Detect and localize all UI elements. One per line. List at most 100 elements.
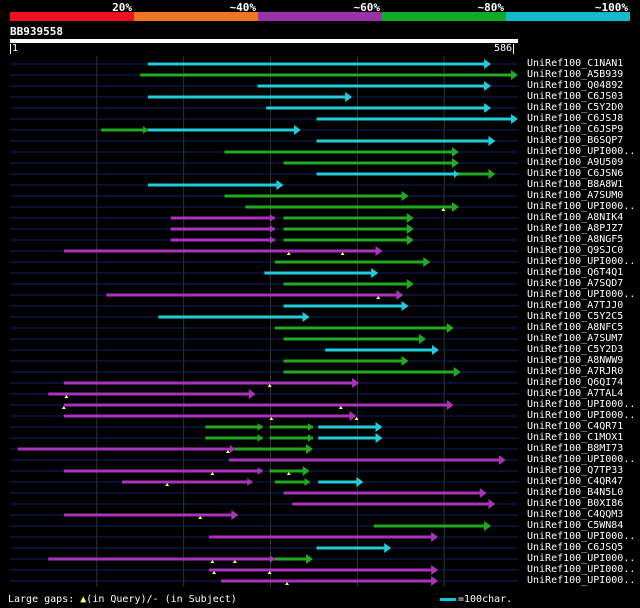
hit-label[interactable]: UniRef100_UPI000.. xyxy=(527,531,636,542)
hit-label[interactable]: UniRef100_A7SUM0 xyxy=(527,190,624,201)
hit-arrowhead-icon xyxy=(375,433,383,443)
hit-label[interactable]: UniRef100_B4N5L0 xyxy=(527,487,624,498)
hit-arrowhead-icon xyxy=(418,334,426,344)
hit-arrowhead-icon xyxy=(352,378,360,388)
hit-segment xyxy=(283,359,403,363)
hit-arrowhead-icon xyxy=(302,466,310,476)
hit-segment xyxy=(63,403,448,407)
hit-segment xyxy=(48,557,275,561)
hit-label[interactable]: UniRef100_C6JSP9 xyxy=(527,124,624,135)
hit-segment xyxy=(228,458,500,462)
hit-label[interactable]: UniRef100_UPI000.. xyxy=(527,256,636,267)
hit-arrowhead-icon xyxy=(484,59,492,69)
hit-label[interactable]: UniRef100_A7RJR0 xyxy=(527,366,624,377)
hit-label[interactable]: UniRef100_UPI000.. xyxy=(527,575,636,586)
hit-segment xyxy=(269,469,304,473)
hit-arrowhead-icon xyxy=(257,434,263,442)
legend-percent-label: ~80% xyxy=(477,1,505,14)
hit-label[interactable]: UniRef100_Q9SJC0 xyxy=(527,245,624,256)
gap-marker-icon xyxy=(286,472,291,475)
hit-label[interactable]: UniRef100_C4QQM3 xyxy=(527,509,624,520)
hit-segment xyxy=(148,95,347,99)
hit-segment xyxy=(205,436,263,440)
legend-segment xyxy=(10,12,134,21)
hit-label[interactable]: UniRef100_A5B939 xyxy=(527,69,624,80)
hit-label[interactable]: UniRef100_A7SUM7 xyxy=(527,333,624,344)
gap-marker-icon xyxy=(269,417,274,420)
hit-label[interactable]: UniRef100_Q7TP33 xyxy=(527,465,624,476)
hit-label[interactable]: UniRef100_A8NGF5 xyxy=(527,234,624,245)
hit-label[interactable]: UniRef100_C4QR71 xyxy=(527,421,624,432)
hit-label[interactable]: UniRef100_UPI000.. xyxy=(527,454,636,465)
hit-label[interactable]: UniRef100_Q6QI74 xyxy=(527,377,624,388)
query-start-label: 1 xyxy=(10,43,19,54)
hit-label[interactable]: UniRef100_A7TJJ0 xyxy=(527,300,624,311)
hit-label[interactable]: UniRef100_A8PJZ7 xyxy=(527,223,624,234)
hit-label[interactable]: UniRef100_UPI000.. xyxy=(527,201,636,212)
hit-arrowhead-icon xyxy=(479,488,487,498)
hit-label[interactable]: UniRef100_Q04892 xyxy=(527,80,624,91)
hit-label[interactable]: UniRef100_UPI000.. xyxy=(527,553,636,564)
gap-query-triangle-icon: ▲ xyxy=(80,594,87,605)
hit-label[interactable]: UniRef100_UPI000.. xyxy=(527,146,636,157)
hit-label[interactable]: UniRef100_C6JSN6 xyxy=(527,168,624,179)
hit-label[interactable]: UniRef100_UPI000.. xyxy=(527,399,636,410)
hit-label[interactable]: UniRef100_UPI000.. xyxy=(527,410,636,421)
hit-arrowhead-icon xyxy=(401,191,409,201)
legend-percent-label: ~40% xyxy=(229,1,257,14)
hit-segment xyxy=(283,370,455,374)
hit-label[interactable]: UniRef100_A7SQD7 xyxy=(527,278,624,289)
hit-label[interactable]: UniRef100_B6SQP7 xyxy=(527,135,624,146)
hit-segment xyxy=(224,194,403,198)
hit-label[interactable]: UniRef100_B0XI86 xyxy=(527,498,624,509)
hit-arrowhead-icon xyxy=(451,202,459,212)
hit-label[interactable]: UniRef100_UPI000.. xyxy=(527,564,636,575)
hit-label[interactable]: UniRef100_A8NFC5 xyxy=(527,322,624,333)
hit-arrowhead-icon xyxy=(431,345,439,355)
hit-segment xyxy=(148,128,295,132)
gap-marker-icon xyxy=(267,384,272,387)
hit-label[interactable]: UniRef100_UPI000.. xyxy=(527,289,636,300)
hit-arrowhead-icon xyxy=(269,225,275,233)
footer-scale-legend: =100char. xyxy=(440,594,512,605)
hit-arrowhead-icon xyxy=(308,423,314,431)
hit-label[interactable]: UniRef100_B8A8W1 xyxy=(527,179,624,190)
query-name: BB939558 xyxy=(10,25,63,38)
hit-label[interactable]: UniRef100_C6JS03 xyxy=(527,91,624,102)
hit-label[interactable]: UniRef100_Q6T4Q1 xyxy=(527,267,624,278)
hit-label[interactable]: UniRef100_A8NIK4 xyxy=(527,212,624,223)
gap-marker-icon xyxy=(61,406,66,409)
hit-label[interactable]: UniRef100_C1MOX1 xyxy=(527,432,624,443)
hit-label[interactable]: UniRef100_C5Y2D0 xyxy=(527,102,624,113)
hit-label[interactable]: UniRef100_B8MI73 xyxy=(527,443,624,454)
hit-segment xyxy=(283,161,453,165)
hit-label[interactable]: UniRef100_C5Y2D3 xyxy=(527,344,624,355)
hit-segment xyxy=(148,183,278,187)
hit-arrowhead-icon xyxy=(431,532,439,542)
hit-label[interactable]: UniRef100_C6JSJ8 xyxy=(527,113,624,124)
gap-marker-icon xyxy=(225,450,230,453)
hit-segment xyxy=(318,480,358,484)
hit-arrowhead-icon xyxy=(431,576,439,586)
gap-marker-icon xyxy=(286,252,291,255)
hit-label[interactable]: UniRef100_C5WN84 xyxy=(527,520,624,531)
hit-segment xyxy=(292,502,490,506)
hit-segment xyxy=(274,480,310,484)
hit-label[interactable]: UniRef100_C1NAN1 xyxy=(527,58,624,69)
hit-label[interactable]: UniRef100_A7TAL4 xyxy=(527,388,624,399)
hit-label[interactable]: UniRef100_A9U509 xyxy=(527,157,624,168)
footer-scale-text: =100char. xyxy=(458,594,513,605)
hit-arrowhead-icon xyxy=(229,445,235,453)
gap-marker-icon xyxy=(165,483,170,486)
hit-segment xyxy=(325,348,433,352)
hit-arrowhead-icon xyxy=(345,92,353,102)
hit-label[interactable]: UniRef100_C4QR47 xyxy=(527,476,624,487)
hit-label[interactable]: UniRef100_C5Y2C5 xyxy=(527,311,624,322)
gap-marker-icon xyxy=(340,252,345,255)
hit-arrowhead-icon xyxy=(269,236,275,244)
hit-label[interactable]: UniRef100_C6JSQ5 xyxy=(527,542,624,553)
hit-arrowhead-icon xyxy=(406,235,414,245)
hit-label[interactable]: UniRef100_A8NWW9 xyxy=(527,355,624,366)
hit-arrowhead-icon xyxy=(306,444,314,454)
hit-arrowhead-icon xyxy=(371,268,379,278)
